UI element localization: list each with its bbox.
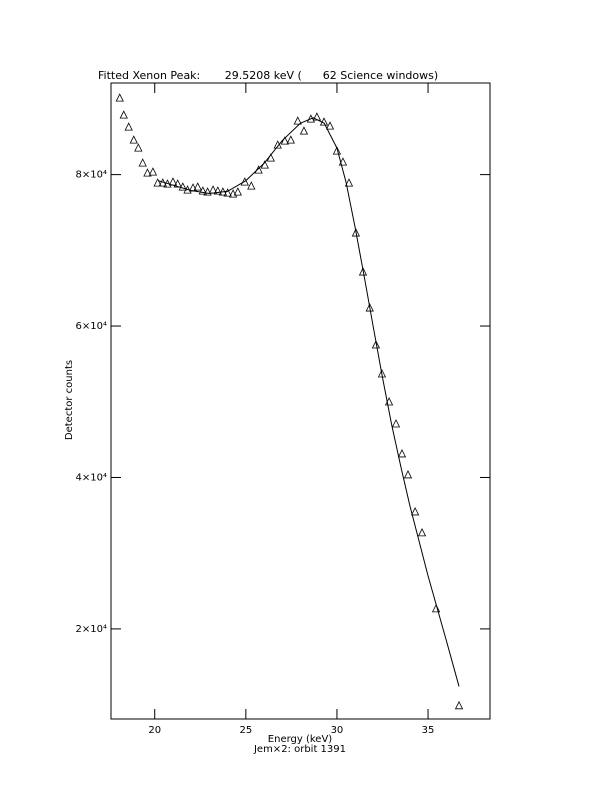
data-point [153, 178, 162, 187]
data-point [115, 93, 124, 102]
data-point [384, 397, 394, 406]
data-point [431, 603, 441, 613]
data-point [344, 178, 354, 187]
data-point [397, 449, 407, 458]
data-point [377, 369, 387, 378]
data-point [293, 116, 302, 125]
data-point [124, 122, 133, 131]
y-tick-label: 4×10⁴ [76, 472, 107, 483]
data-point [148, 167, 158, 176]
data-point [299, 126, 309, 135]
data-point [351, 228, 361, 237]
data-point [410, 507, 420, 516]
data-point [391, 419, 401, 428]
data-point [247, 181, 256, 190]
data-point [168, 177, 178, 186]
data-point [173, 179, 182, 188]
data-point [312, 112, 322, 121]
subtitle: Jem×2: orbit 1391 [253, 744, 346, 755]
data-point [417, 528, 427, 537]
x-axis-label: Energy (keV) [268, 734, 333, 745]
data-point [319, 117, 329, 126]
data-point [280, 136, 289, 145]
data-point [198, 186, 207, 195]
data-point [119, 110, 128, 119]
data-point [371, 340, 381, 349]
plot-frame [110, 82, 491, 720]
data-point [134, 143, 143, 152]
data-point [338, 157, 348, 166]
x-tick-label: 25 [239, 725, 252, 736]
data-point [286, 135, 295, 144]
x-tick-label: 35 [422, 725, 435, 736]
y-axis-label: Detector counts [64, 360, 75, 440]
y-tick-label: 6×10⁴ [76, 321, 107, 332]
y-tick-label: 2×10⁴ [76, 624, 107, 635]
data-point [163, 179, 172, 188]
chart-title: Fitted Xenon Peak: 29.5208 keV ( 62 Scie… [98, 69, 438, 82]
data-point [178, 182, 187, 191]
data-point [240, 177, 249, 186]
data-point [403, 470, 413, 479]
data-point [266, 153, 275, 162]
data-point [223, 188, 232, 197]
data-point [332, 146, 342, 155]
data-point [138, 158, 147, 167]
data-point [325, 121, 335, 130]
x-tick-label: 30 [331, 725, 344, 736]
data-point [143, 168, 152, 177]
data-point [358, 267, 368, 276]
data-point [203, 187, 212, 196]
data-point [213, 186, 222, 195]
data-point [233, 187, 242, 196]
y-tick-label: 8×10⁴ [76, 170, 107, 181]
data-point [183, 185, 192, 194]
data-point [273, 140, 282, 149]
data-point [306, 114, 316, 123]
data-point [193, 182, 202, 191]
data-point [208, 185, 218, 194]
data-point [260, 160, 269, 169]
data-point [454, 700, 464, 710]
data-point [129, 135, 138, 144]
data-point [218, 187, 228, 196]
fit-line [158, 117, 460, 687]
data-point [254, 165, 263, 174]
data-point [365, 303, 374, 312]
data-point [188, 183, 198, 192]
data-point [158, 178, 167, 187]
x-tick-label: 20 [148, 725, 161, 736]
